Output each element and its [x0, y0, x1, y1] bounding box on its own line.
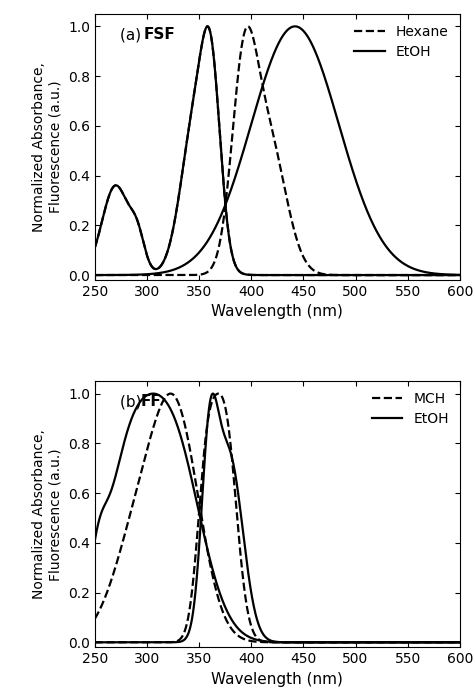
Line: EtOH: EtOH: [95, 26, 460, 275]
EtOH: [134, 214, 139, 222]
MCH: [92, 615, 98, 623]
EtOH: [155, 390, 161, 399]
Y-axis label: Normalized Absorbance,
Fluorescence (a.u.): Normalized Absorbance, Fluorescence (a.u…: [32, 62, 63, 232]
EtOH: [92, 244, 98, 252]
EtOH: [155, 264, 161, 273]
Hexane: [92, 244, 98, 252]
MCH: [232, 628, 238, 637]
MCH: [134, 486, 139, 494]
EtOH: [410, 271, 416, 279]
Hexane: [457, 271, 463, 279]
Hexane: [248, 271, 254, 279]
Line: Hexane: Hexane: [95, 26, 460, 275]
EtOH: [248, 271, 254, 279]
MCH: [155, 409, 161, 417]
EtOH: [410, 638, 416, 647]
MCH: [410, 638, 416, 647]
X-axis label: Wavelength (nm): Wavelength (nm): [211, 672, 343, 687]
EtOH: [450, 638, 456, 647]
MCH: [248, 637, 254, 645]
EtOH: [457, 271, 463, 279]
Hexane: [205, 22, 210, 31]
Hexane: [450, 271, 456, 279]
Text: (a): (a): [120, 27, 146, 42]
Hexane: [232, 260, 238, 268]
EtOH: [450, 271, 456, 279]
EtOH: [232, 260, 238, 268]
EtOH: [457, 638, 463, 647]
Hexane: [134, 214, 139, 222]
Hexane: [410, 271, 416, 279]
Line: EtOH: EtOH: [95, 394, 460, 642]
EtOH: [92, 537, 98, 545]
EtOH: [150, 390, 156, 398]
MCH: [168, 390, 173, 398]
Text: FF: FF: [141, 395, 162, 409]
EtOH: [248, 633, 254, 642]
EtOH: [205, 22, 210, 31]
EtOH: [232, 620, 238, 628]
Line: MCH: MCH: [95, 394, 460, 642]
X-axis label: Wavelength (nm): Wavelength (nm): [211, 304, 343, 319]
Legend: Hexane, EtOH: Hexane, EtOH: [350, 21, 453, 63]
Y-axis label: Normalized Absorbance,
Fluorescence (a.u.): Normalized Absorbance, Fluorescence (a.u…: [32, 429, 63, 599]
Text: FSF: FSF: [144, 27, 176, 42]
EtOH: [134, 404, 139, 412]
MCH: [457, 638, 463, 647]
Hexane: [155, 264, 161, 273]
MCH: [450, 638, 456, 647]
Legend: MCH, EtOH: MCH, EtOH: [367, 388, 453, 430]
Text: (b): (b): [120, 395, 147, 409]
